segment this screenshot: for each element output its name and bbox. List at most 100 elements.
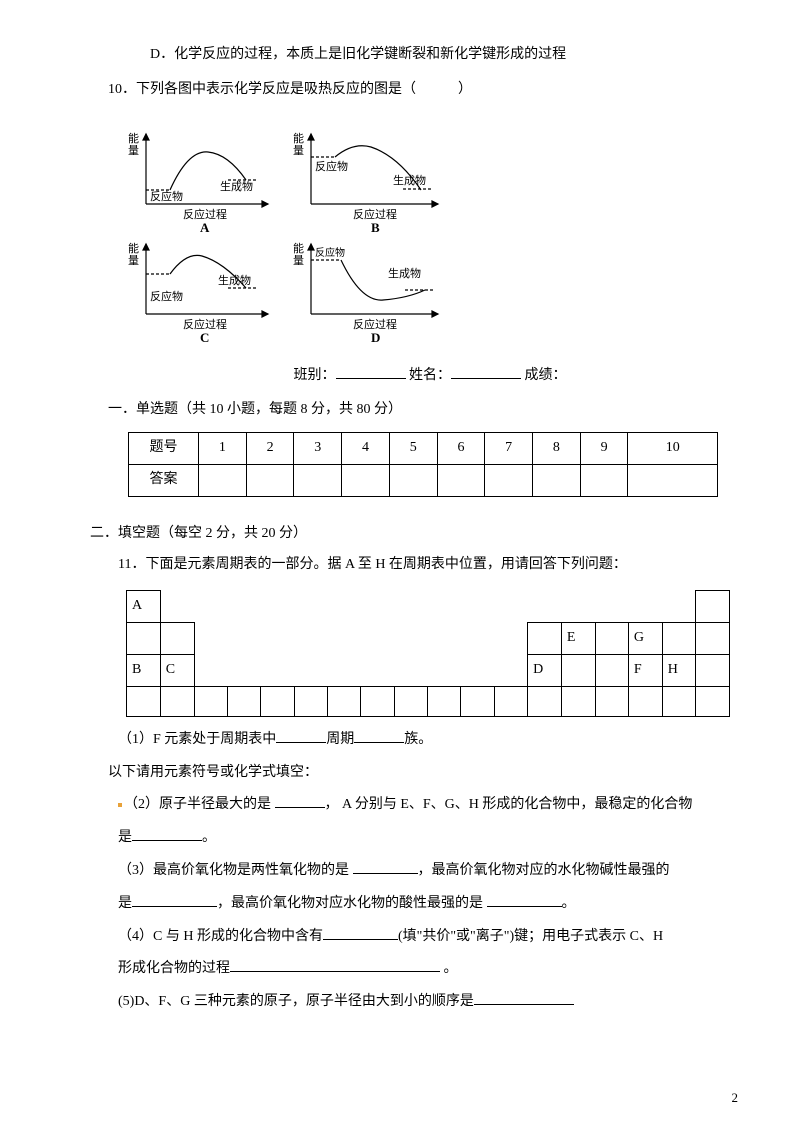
svg-text:量: 量 — [128, 254, 139, 267]
svg-text:生成物: 生成物 — [220, 179, 253, 193]
text: 是 — [118, 896, 132, 911]
text: 形成化合物的过程 — [118, 961, 230, 976]
pt-cell-E: E — [561, 623, 595, 655]
pt-cell — [595, 686, 628, 716]
col-num: 8 — [533, 433, 581, 465]
answer-cell[interactable] — [437, 464, 485, 496]
energy-charts: 能量 反应物 生成物 反应过程 A 能量 反应物 生成物 — [118, 124, 458, 349]
pt-cell — [561, 686, 595, 716]
col-num: 5 — [389, 433, 437, 465]
pt-cell — [127, 686, 161, 716]
pt-cell — [461, 686, 494, 716]
pt-cell-D: D — [528, 654, 562, 686]
answer-cell[interactable] — [533, 464, 581, 496]
pt-cell — [662, 623, 696, 655]
pt-cell — [696, 591, 730, 623]
svg-text:反应过程: 反应过程 — [353, 207, 397, 221]
pt-cell-C: C — [160, 654, 194, 686]
section-2-title: 二．填空题（每空 2 分，共 20 分） — [90, 519, 730, 550]
pt-cell — [628, 686, 662, 716]
text: （4）C 与 H 形成的化合物中含有 — [118, 929, 323, 944]
pt-cell — [261, 686, 294, 716]
pt-cell — [294, 686, 327, 716]
text: 。 — [562, 896, 576, 911]
svg-text:反应过程: 反应过程 — [183, 317, 227, 331]
pt-cell — [528, 623, 562, 655]
answer-table: 题号 1 2 3 4 5 6 7 8 9 10 答案 — [128, 432, 718, 497]
blank[interactable] — [354, 727, 404, 742]
pt-cell — [696, 623, 730, 655]
text: ，最高价氧化物对应的水化物碱性最强的 — [418, 863, 670, 878]
svg-text:量: 量 — [128, 144, 139, 157]
sub-q3: （3）最高价氧化物是两性氧化物的是 ，最高价氧化物对应的水化物碱性最强的 — [90, 856, 730, 887]
pt-cell — [160, 623, 194, 655]
blank[interactable] — [323, 924, 398, 939]
name-label: 姓名： — [409, 368, 451, 383]
svg-text:能: 能 — [128, 131, 139, 145]
answer-cell[interactable] — [294, 464, 342, 496]
svg-text:反应过程: 反应过程 — [183, 207, 227, 221]
svg-text:D: D — [371, 330, 380, 345]
col-num: 1 — [199, 433, 247, 465]
col-num: 3 — [294, 433, 342, 465]
periodic-table-fragment: A E G B C D F H — [126, 590, 730, 716]
pt-cell — [696, 686, 730, 716]
answer-cell[interactable] — [485, 464, 533, 496]
pt-cell — [361, 686, 394, 716]
blank[interactable] — [132, 891, 217, 906]
col-num: 6 — [437, 433, 485, 465]
answer-cell[interactable] — [199, 464, 247, 496]
svg-text:反应过程: 反应过程 — [353, 317, 397, 331]
sub-q4-cont: 形成化合物的过程 。 — [90, 954, 730, 985]
blank[interactable] — [132, 826, 202, 841]
class-label: 班别： — [294, 368, 336, 383]
text: 族。 — [404, 732, 432, 747]
svg-text:量: 量 — [293, 144, 304, 157]
sub-q5: (5)D、F、G 三种元素的原子，原子半径由大到小的顺序是 — [90, 987, 730, 1018]
text: ，最高价氧化物对应水化物的酸性最强的是 — [217, 896, 487, 911]
pt-cell — [194, 686, 227, 716]
svg-text:量: 量 — [293, 254, 304, 267]
pt-cell — [696, 654, 730, 686]
question-11: 11．下面是元素周期表的一部分。据 A 至 H 在周期表中位置，用请回答下列问题… — [90, 550, 730, 581]
col-num: 7 — [485, 433, 533, 465]
score-label: 成绩： — [525, 368, 567, 383]
sub-q3-cont: 是 ，最高价氧化物对应水化物的酸性最强的是 。 — [90, 889, 730, 920]
pt-cell-G: G — [628, 623, 662, 655]
answer-cell[interactable] — [246, 464, 294, 496]
svg-text:C: C — [200, 330, 209, 345]
pt-cell — [595, 623, 628, 655]
pt-cell-A: A — [127, 591, 161, 623]
page-number: 2 — [732, 1084, 739, 1113]
blank[interactable] — [474, 990, 574, 1005]
blank[interactable] — [230, 957, 440, 972]
pt-cell-B: B — [127, 654, 161, 686]
svg-text:反应物: 反应物 — [315, 246, 345, 259]
pt-cell-F: F — [628, 654, 662, 686]
pt-cell-H: H — [662, 654, 696, 686]
text: ， A 分别与 E、F、G、H 形成的化合物中，最稳定的化合物 — [325, 797, 693, 812]
blank[interactable] — [353, 859, 418, 874]
blank[interactable] — [276, 727, 326, 742]
answer-cell[interactable] — [628, 464, 718, 496]
text: （3）最高价氧化物是两性氧化物的是 — [118, 863, 353, 878]
name-blank[interactable] — [451, 363, 521, 378]
blank[interactable] — [275, 793, 325, 808]
class-blank[interactable] — [336, 363, 406, 378]
section-1-title: 一．单选题（共 10 小题，每题 8 分，共 80 分） — [90, 395, 730, 426]
text: 周期 — [326, 732, 354, 747]
text: （1）F 元素处于周期表中 — [118, 732, 276, 747]
svg-text:能: 能 — [128, 241, 139, 255]
sub-q2: （2）原子半径最大的是 ， A 分别与 E、F、G、H 形成的化合物中，最稳定的… — [90, 790, 730, 821]
svg-text:A: A — [200, 220, 210, 235]
answer-cell[interactable] — [580, 464, 628, 496]
answer-cell[interactable] — [389, 464, 437, 496]
pt-cell — [428, 686, 461, 716]
pt-cell — [327, 686, 360, 716]
blank[interactable] — [487, 891, 562, 906]
text: 是 — [118, 830, 132, 845]
pt-cell — [528, 686, 562, 716]
sub-note: 以下请用元素符号或化学式填空： — [90, 758, 730, 789]
answer-cell[interactable] — [342, 464, 390, 496]
svg-text:生成物: 生成物 — [393, 173, 426, 187]
